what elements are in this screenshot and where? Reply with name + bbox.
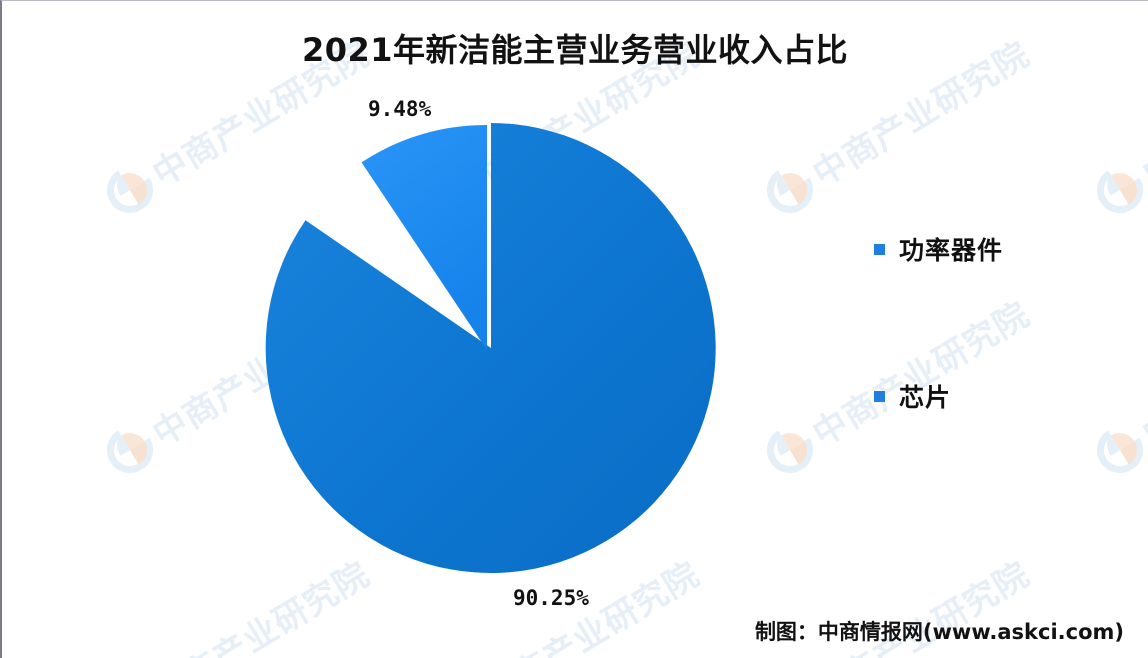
chart-legend: 功率器件 芯片 [874,231,1003,414]
slice-label-power-device: 90.25% [513,586,589,610]
legend-swatch-icon [874,390,885,402]
chart-title: 2021年新洁能主营业务营业收入占比 [301,31,849,69]
legend-swatch-icon [874,243,885,255]
footer-credit: 制图：中商情报网(www.askci.com) [754,620,1124,644]
legend-item-chip[interactable]: 芯片 [874,378,1003,414]
pie-slice-power-device[interactable] [265,123,716,573]
legend-item-power-device[interactable]: 功率器件 [874,231,1003,267]
slice-label-chip: 9.48% [368,97,432,121]
legend-label: 功率器件 [899,236,1004,265]
legend-label: 芯片 [899,383,952,412]
